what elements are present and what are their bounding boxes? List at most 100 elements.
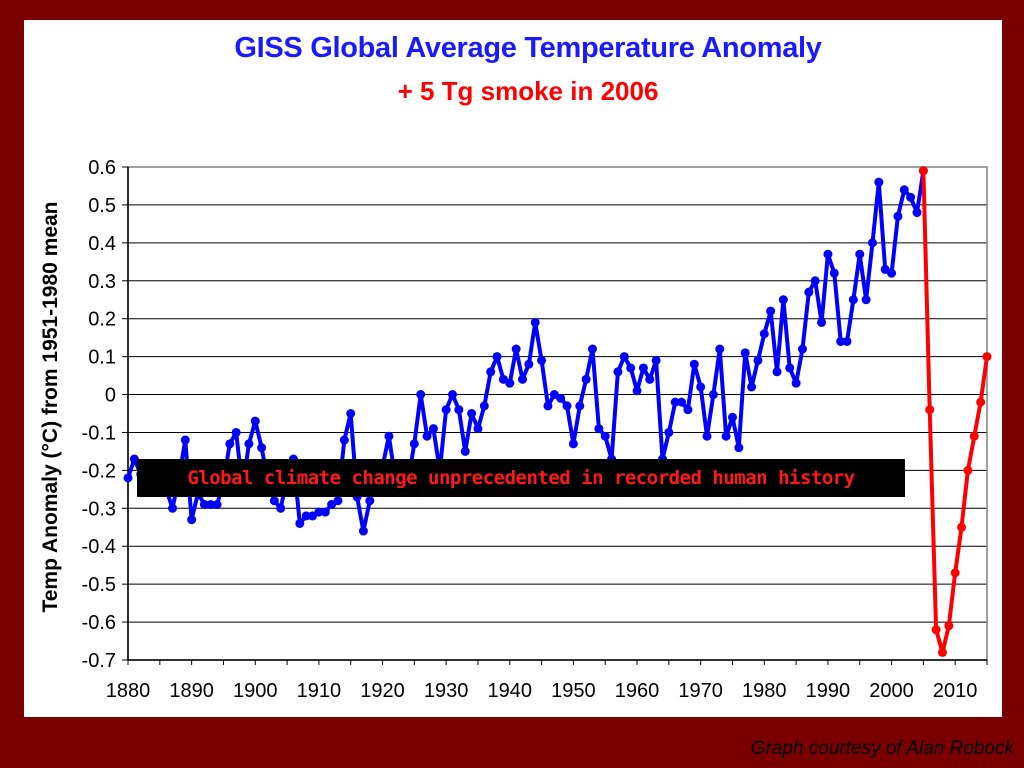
data-point [651,355,661,365]
data-point [454,405,464,415]
data-point [950,568,960,578]
x-tick-label: 1880 [106,680,151,702]
x-tick-label: 1910 [297,680,342,702]
data-point [747,382,757,392]
data-point [887,268,897,278]
gridlines [128,166,987,661]
data-point [785,363,795,373]
x-tick-label: 1980 [742,680,787,702]
x-tick-label: 1920 [360,680,405,702]
data-point [581,374,591,384]
y-tick-label: 0 [105,385,116,407]
data-point [867,238,877,248]
data-point [556,393,566,403]
data-point [899,185,909,195]
data-point [416,390,426,400]
y-tick-label: 0.6 [88,157,116,179]
data-point [740,348,750,358]
data-point [982,352,992,362]
data-point [320,507,330,517]
data-point [168,503,178,513]
data-point [448,390,458,400]
data-point [492,352,502,362]
x-tick-label: 1960 [615,680,660,702]
y-tick-label: -0.6 [82,612,116,634]
axes: 0.6 0.5 0.4 0.3 0.2 0.1 0 -0.1 -0.2 -0.3 -0.4 -0.5 -… [82,157,988,702]
y-tick-label: 0.1 [88,347,116,369]
y-tick-label: -0.2 [82,460,116,482]
data-point [384,431,394,441]
data-point [855,249,865,259]
y-tick-label: -0.5 [82,574,116,596]
data-point [906,192,916,202]
data-point [708,390,718,400]
x-tick-label: 1970 [678,680,723,702]
data-point [766,306,776,316]
data-point [632,386,642,396]
data-point [269,496,279,506]
data-point [575,401,585,411]
data-point [638,363,648,373]
data-point [409,439,419,449]
data-point [129,454,139,464]
data-point [976,397,986,407]
x-tick-label: 1930 [424,680,469,702]
data-point [626,363,636,373]
data-point [759,329,769,339]
data-point [568,439,578,449]
data-point [537,355,547,365]
data-point [836,336,846,346]
data-point [772,367,782,377]
data-point [212,500,222,510]
data-point [543,401,553,411]
y-tick-label: -0.3 [82,498,116,520]
chart-subtitle: + 5 Tg smoke in 2006 [397,76,659,106]
x-tick-label: 1890 [169,680,214,702]
data-point [842,336,852,346]
x-tick-label: 1950 [551,680,596,702]
data-point [479,401,489,411]
data-point [645,374,655,384]
data-point [937,647,947,657]
data-point [180,435,190,445]
data-point [702,431,712,441]
data-point [963,465,973,475]
data-point [467,409,477,418]
data-point [511,344,521,354]
y-tick-label: -0.7 [82,650,116,672]
data-point [670,397,680,407]
data-point [250,416,260,426]
data-point [346,409,356,418]
data-point [957,522,967,532]
data-point [689,359,699,369]
y-tick-label: 0.3 [88,271,116,293]
data-point [677,397,687,407]
data-point [734,443,744,453]
data-point [721,431,731,441]
data-point [893,211,903,221]
y-tick-label: -0.4 [82,536,116,558]
x-tick-label: 2010 [933,680,978,702]
data-point [810,276,820,286]
data-point [244,439,254,449]
plot-area-frame [127,166,988,661]
x-tick-label: 1900 [233,680,278,702]
data-point [861,295,871,305]
data-point [460,446,470,456]
data-point [187,515,197,525]
data-point [804,287,814,297]
data-point [524,359,534,369]
data-point [428,424,438,434]
data-point [365,496,375,506]
data-point [848,295,858,305]
data-point [944,621,954,631]
data-point [912,208,922,218]
data-point [823,249,833,259]
data-point [123,473,133,483]
chart-title: GISS Global Average Temperature Anomaly [234,32,822,64]
data-point [931,625,941,635]
data-point [715,344,725,354]
data-point [339,435,349,445]
data-point [727,412,737,422]
